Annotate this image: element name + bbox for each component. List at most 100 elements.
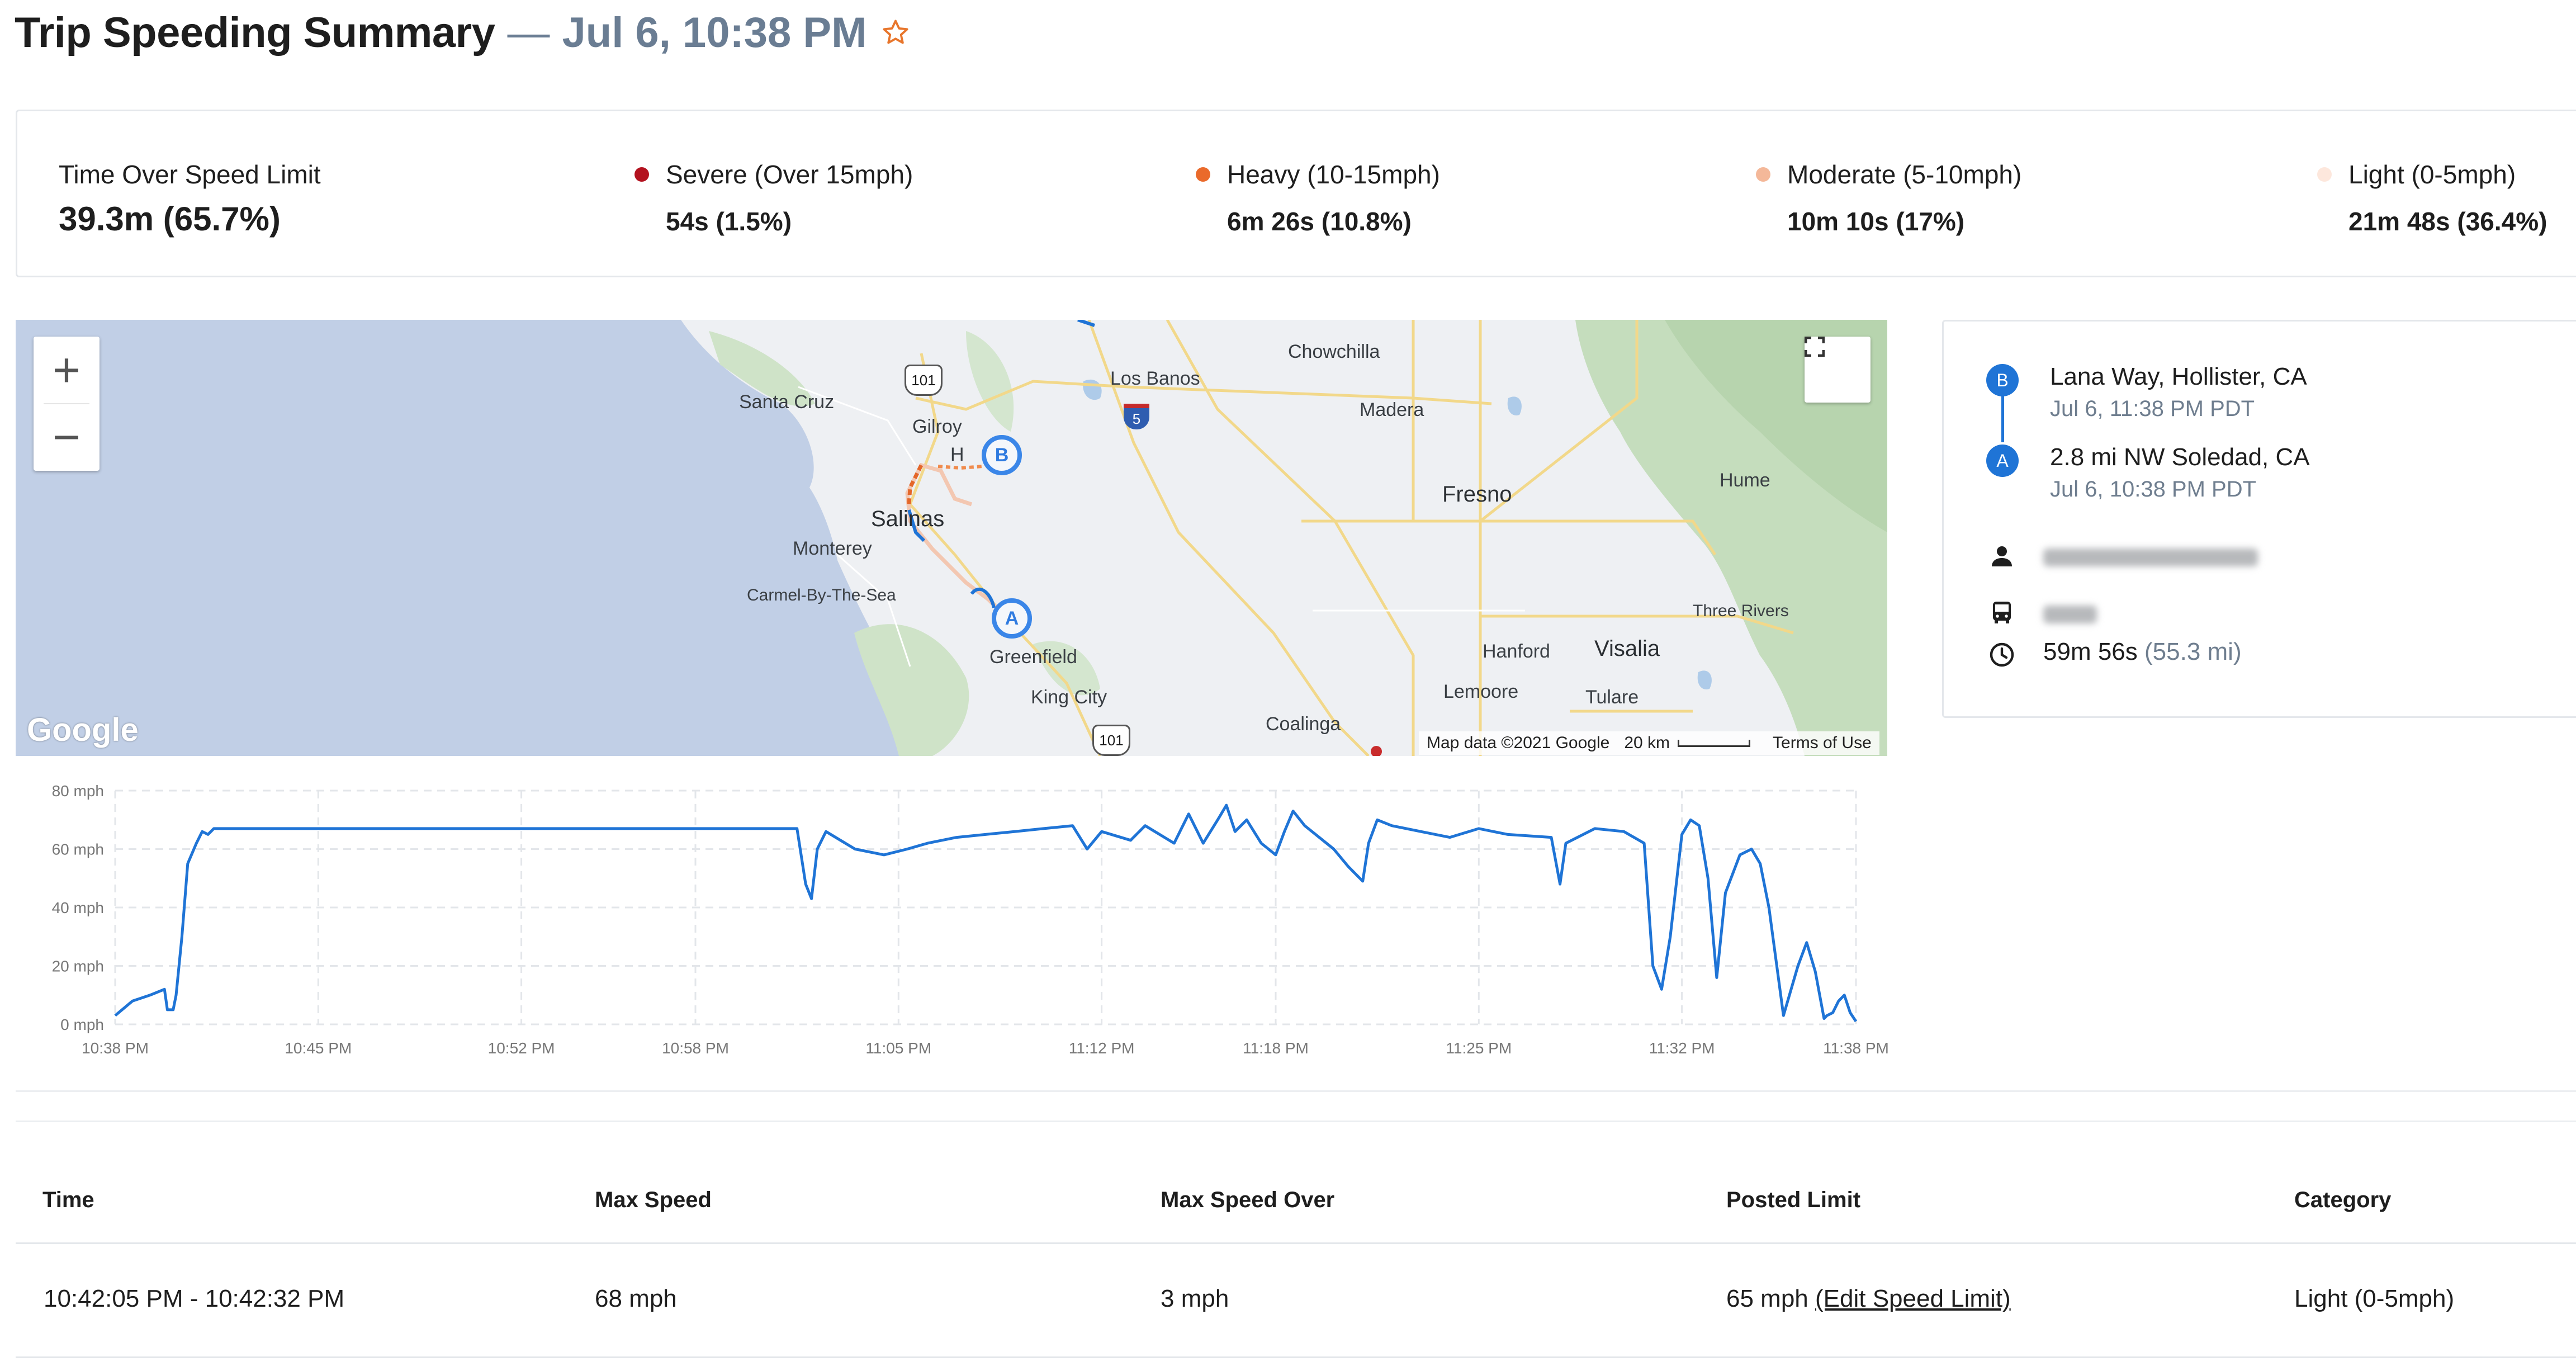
severe-dot-icon <box>634 167 649 182</box>
trip-duration: 59m 56s (55.3 mi) <box>2043 638 2242 666</box>
page-header: Trip Speeding Summary — Jul 6, 10:38 PM <box>15 4 910 60</box>
i5-shield-label: 5 <box>1132 410 1141 427</box>
x-tick-label: 11:05 PM <box>865 1039 931 1057</box>
map-label-lemoore: Lemoore <box>1443 681 1519 702</box>
map-label-hume: Hume <box>1720 470 1770 491</box>
map-marker-b[interactable]: B <box>982 435 1022 475</box>
map-data-attribution: Map data ©2021 Google <box>1427 734 1610 752</box>
y-tick-label: 40 mph <box>52 899 104 916</box>
section-divider <box>16 1090 2576 1092</box>
us101-south-shield-icon: 101 <box>1092 725 1130 756</box>
y-tick-label: 80 mph <box>52 782 104 800</box>
map-label-salinas: Salinas <box>871 507 945 531</box>
fullscreen-icon <box>1805 337 1825 357</box>
map-terms-link[interactable]: Terms of Use <box>1773 734 1872 752</box>
map-label-carmel: Carmel-By-The-Sea <box>747 586 896 604</box>
zoom-out-button[interactable]: − <box>34 404 100 471</box>
stat-moderate-value: 10m 10s (17%) <box>1787 207 1965 236</box>
map-label-hollister: H <box>950 444 964 465</box>
x-tick-label: 10:38 PM <box>82 1039 149 1057</box>
cell-category: Light (0-5mph) <box>2294 1285 2455 1312</box>
map-label-chowchilla: Chowchilla <box>1288 341 1380 362</box>
trip-duration-value: 59m 56s <box>2043 638 2138 665</box>
x-tick-label: 11:32 PM <box>1649 1039 1715 1057</box>
light-dot-icon <box>2317 167 2332 182</box>
map-label-hanford: Hanford <box>1483 641 1550 662</box>
map-marker-a[interactable]: A <box>992 598 1032 639</box>
map-label-los-banos: Los Banos <box>1110 368 1200 389</box>
y-tick-label: 20 mph <box>52 958 104 975</box>
moderate-dot-icon <box>1756 167 1770 182</box>
x-tick-label: 10:45 PM <box>285 1039 352 1057</box>
map-label-fresno: Fresno <box>1442 482 1512 507</box>
trip-details-card: B A Lana Way, Hollister, CA Jul 6, 11:38… <box>1942 320 2576 718</box>
trip-distance: (55.3 mi) <box>2144 638 2242 665</box>
i5-shield-icon: 5 <box>1124 404 1149 429</box>
cell-time: 10:42:05 PM - 10:42:32 PM <box>44 1285 345 1312</box>
stat-heavy: Heavy (10-15mph) 6m 26s (10.8%) <box>1196 159 1440 237</box>
trip-date: Jul 6, 10:38 PM <box>562 8 867 56</box>
map-label-gilroy: Gilroy <box>912 416 962 437</box>
posted-limit-value: 65 mph <box>1726 1285 1808 1312</box>
cell-max-speed-over: 3 mph <box>1161 1285 1229 1312</box>
x-tick-label: 11:18 PM <box>1243 1039 1309 1057</box>
section-divider <box>16 1121 2576 1122</box>
driver-person-icon <box>1992 546 2012 566</box>
fullscreen-button[interactable] <box>1805 337 1871 403</box>
map-label-tulare: Tulare <box>1585 687 1639 708</box>
stat-light-value: 21m 48s (36.4%) <box>2348 207 2547 236</box>
zoom-out-icon: − <box>52 410 81 464</box>
us101-shield-icon: 101 <box>905 365 943 396</box>
star-icon[interactable] <box>881 18 910 47</box>
map-label-santa-cruz: Santa Cruz <box>739 391 835 413</box>
map-label-coalinga: Coalinga <box>1266 713 1341 735</box>
map-label-madera: Madera <box>1360 399 1424 420</box>
page-title: Trip Speeding Summary <box>15 8 495 56</box>
speed-chart: 80 mph 60 mph 40 mph 20 mph 0 mph 10:38 PM 10:… <box>52 782 1889 1057</box>
stat-total: Time Over Speed Limit 39.3m (65.7%) <box>59 159 321 238</box>
map-scale-label: 20 km <box>1624 734 1670 752</box>
col-header-time[interactable]: Time <box>42 1188 94 1212</box>
zoom-controls: + − <box>34 337 100 471</box>
x-tick-label: 10:58 PM <box>662 1039 729 1057</box>
speed-series-line <box>114 803 1858 1023</box>
stat-moderate: Moderate (5-10mph) 10m 10s (17%) <box>1756 159 2021 237</box>
vehicle-name-redacted <box>2043 606 2097 623</box>
y-tick-label: 0 mph <box>60 1016 104 1033</box>
heavy-dot-icon <box>1196 167 1210 182</box>
x-tick-label: 11:25 PM <box>1446 1039 1512 1057</box>
map-scale-bar <box>1678 739 1751 747</box>
driver-name-redacted <box>2043 549 2258 566</box>
x-tick-label: 10:52 PM <box>488 1039 555 1057</box>
trip-map[interactable]: 101 5 101 Santa Cruz Gilroy H r Salinas … <box>16 320 1887 756</box>
map-label-greenfield: Greenfield <box>989 646 1077 668</box>
trip-start-location: 2.8 mi NW Soledad, CA <box>2050 443 2310 471</box>
trip-start-marker-icon: A <box>1986 445 2019 477</box>
col-header-max-speed-over[interactable]: Max Speed Over <box>1161 1188 1335 1212</box>
map-label-visalia: Visalia <box>1594 636 1660 661</box>
x-tick-label: 11:38 PM <box>1823 1039 1889 1057</box>
y-tick-label: 60 mph <box>52 841 104 858</box>
vehicle-bus-icon <box>1993 602 2011 623</box>
us101-shield-label: 101 <box>911 371 936 389</box>
x-tick-label: 11:12 PM <box>1069 1039 1135 1057</box>
stat-severe-value: 54s (1.5%) <box>666 207 792 236</box>
stat-total-label: Time Over Speed Limit <box>59 160 321 189</box>
col-header-category[interactable]: Category <box>2294 1188 2392 1212</box>
zoom-in-button[interactable]: + <box>34 337 100 404</box>
cell-posted-limit: 65 mph (Edit Speed Limit) <box>1726 1285 2011 1313</box>
col-header-max-speed[interactable]: Max Speed <box>595 1188 712 1212</box>
cell-max-speed: 68 mph <box>595 1285 677 1312</box>
trip-start-time: Jul 6, 10:38 PM PDT <box>2050 477 2257 502</box>
us101-south-shield-label: 101 <box>1099 731 1124 749</box>
edit-speed-limit-link[interactable]: (Edit Speed Limit) <box>1815 1285 2011 1312</box>
stat-total-value: 39.3m (65.7%) <box>59 200 281 238</box>
trip-end-time: Jul 6, 11:38 PM PDT <box>2050 396 2255 421</box>
map-label-king-city: King City <box>1031 687 1107 708</box>
trip-end-location: Lana Way, Hollister, CA <box>2050 363 2307 390</box>
col-header-posted-limit[interactable]: Posted Limit <box>1726 1188 1861 1212</box>
stat-light-label: Light (0-5mph) <box>2348 160 2516 189</box>
stat-heavy-value: 6m 26s (10.8%) <box>1227 207 1412 236</box>
map-label-monterey: Monterey <box>793 538 872 559</box>
zoom-in-icon: + <box>52 343 81 397</box>
